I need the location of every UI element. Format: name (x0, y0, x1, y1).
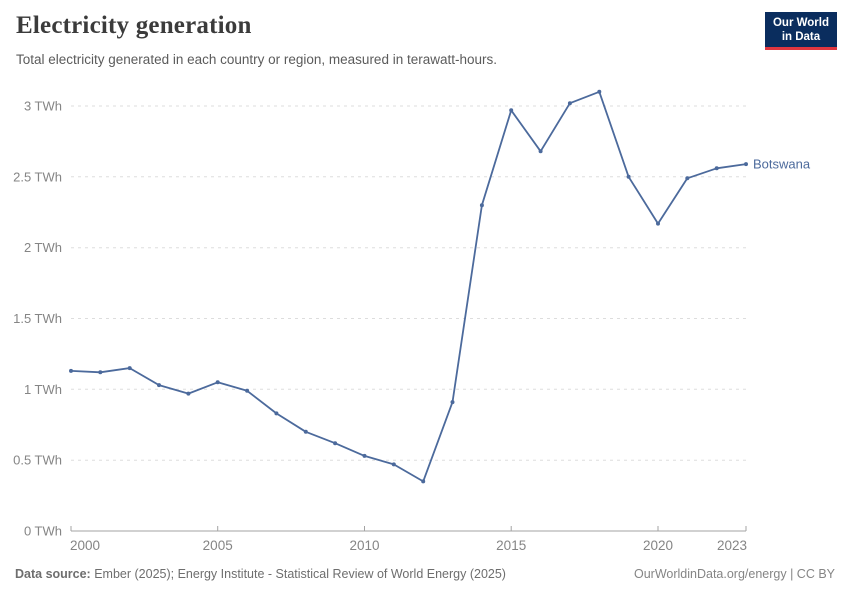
owid-logo-line2: in Data (781, 31, 821, 43)
data-point (186, 391, 191, 396)
chart-subtitle: Total electricity generated in each coun… (16, 52, 497, 67)
data-point (656, 221, 660, 226)
y-axis-label: 1.5 TWh (13, 311, 62, 326)
data-point (538, 149, 543, 154)
data-point (450, 400, 455, 405)
y-axis-label: 3 TWh (24, 99, 62, 114)
x-axis-label: 2015 (496, 538, 526, 553)
data-point (69, 368, 73, 373)
data-source-text: Ember (2025); Energy Institute - Statist… (90, 567, 506, 581)
data-point (333, 441, 338, 446)
data-point (274, 411, 279, 416)
data-point (685, 176, 690, 181)
series-line-botswana (70, 90, 747, 483)
x-axis-label: 2020 (643, 538, 673, 553)
data-source-label: Data source: (15, 567, 91, 581)
data-point (597, 89, 602, 94)
data-point (509, 108, 514, 113)
owid-logo[interactable]: Our World in Data (764, 12, 837, 50)
x-axis-label: 2010 (349, 538, 379, 553)
data-point (714, 166, 719, 171)
page-title: Electricity generation (16, 12, 252, 39)
y-axis-label: 2.5 TWh (13, 169, 62, 184)
credit-link[interactable]: OurWorldinData.org/energy | CC BY (633, 567, 835, 581)
data-point (391, 462, 396, 467)
data-point (421, 479, 426, 484)
data-point (362, 453, 367, 458)
x-axis-label: 2005 (203, 538, 233, 553)
y-axis-label: 0 TWh (24, 524, 62, 539)
data-source-note: Data source: Ember (2025); Energy Instit… (15, 567, 506, 581)
y-axis-label: 1 TWh (24, 382, 62, 397)
data-point (127, 366, 132, 371)
data-point (626, 174, 631, 179)
series-label: Botswana (753, 157, 811, 172)
data-point (215, 380, 220, 385)
y-axis-label: 2 TWh (24, 240, 62, 255)
data-point (567, 101, 572, 106)
x-axis-label: 2023 (717, 538, 747, 553)
y-axis-label: 0.5 TWh (13, 453, 62, 468)
data-point (303, 429, 308, 434)
data-point (157, 383, 161, 388)
data-point (479, 203, 484, 208)
data-point (744, 162, 748, 167)
data-point (98, 370, 103, 375)
data-point (245, 388, 250, 393)
x-axis-label: 2000 (70, 538, 100, 553)
owid-logo-line1: Our World (772, 17, 829, 29)
